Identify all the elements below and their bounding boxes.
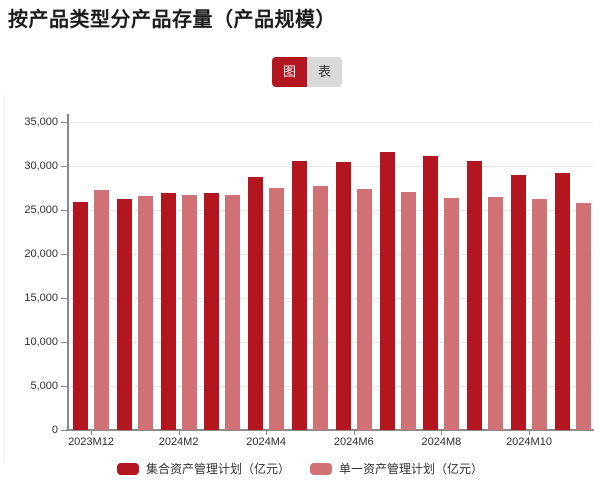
bar-series1-2024M7[interactable] [379, 151, 395, 430]
y-axis-tick [61, 166, 67, 167]
gridline [68, 386, 593, 387]
x-axis-label: 2023M12 [68, 436, 114, 448]
x-axis-tick [353, 431, 355, 435]
y-axis-tick [61, 298, 67, 299]
bar-series1-2024M8[interactable] [423, 155, 439, 430]
gridline [68, 122, 593, 123]
y-axis-label: 25,000 [24, 204, 58, 216]
x-axis-label: 2024M10 [506, 436, 552, 448]
gridline [68, 210, 593, 211]
y-axis-label: 5,000 [30, 380, 58, 392]
x-axis-tick [91, 431, 92, 435]
bar-series1-2024M5[interactable] [292, 160, 307, 430]
x-axis-tick [266, 431, 268, 435]
gridline [68, 298, 593, 299]
y-axis-tick [61, 430, 67, 431]
y-axis-tick [61, 386, 67, 387]
y-axis-label: 10,000 [24, 336, 58, 348]
bar-series2-2024M3[interactable] [225, 195, 241, 430]
y-axis-line [67, 114, 69, 430]
bar-series2-2024M8[interactable] [444, 198, 460, 430]
y-axis-label: 30,000 [24, 160, 58, 172]
bar-series1-2023M12[interactable] [73, 201, 88, 430]
x-axis-line [66, 429, 594, 431]
y-axis-label: 20,000 [24, 248, 58, 260]
bar-series2-2024M5[interactable] [313, 186, 328, 430]
x-axis-tick [178, 431, 180, 435]
legend-swatch-icon [310, 462, 332, 475]
y-axis-tick [61, 122, 67, 123]
bar-series1-2024M10[interactable] [511, 174, 526, 430]
x-axis-label: 2024M6 [333, 436, 374, 448]
bar-series1-2024M1[interactable] [116, 199, 132, 430]
left-divider [4, 95, 5, 463]
bar-series2-2024M2[interactable] [181, 195, 197, 430]
page-title: 按产品类型分产品存量（产品规模） [8, 9, 336, 31]
chart-view-button[interactable]: 图 [272, 57, 307, 87]
plot-area [68, 122, 593, 430]
legend-item-series2[interactable]: 单一资产管理计划（亿元） [310, 460, 483, 477]
bar-series1-2024M9[interactable] [467, 160, 483, 430]
y-axis-tick [61, 342, 67, 343]
legend-label: 单一资产管理计划（亿元） [339, 462, 484, 476]
gridline [68, 342, 593, 343]
gridline [68, 254, 593, 255]
y-axis-tick [61, 210, 67, 211]
bar-series2-2024M9[interactable] [488, 197, 504, 430]
legend-label: 集合资产管理计划（亿元） [145, 462, 290, 476]
bar-series2-2024M6[interactable] [356, 188, 372, 430]
legend-item-series1[interactable]: 集合资产管理计划（亿元） [116, 460, 290, 477]
x-axis-tick [441, 431, 443, 435]
bar-series1-2024M3[interactable] [204, 192, 220, 430]
bar-series2-2024M7[interactable] [400, 192, 416, 430]
x-axis-label: 2024M4 [246, 436, 287, 448]
bar-series2-2024M1[interactable] [137, 196, 153, 430]
x-axis-tick [529, 431, 530, 435]
bar-series1-2024M6[interactable] [335, 162, 351, 430]
bar-series2-2024M10[interactable] [532, 199, 547, 430]
bar-series2-2024M11[interactable] [575, 203, 591, 430]
bar-series1-2024M4[interactable] [248, 176, 264, 430]
bar-series2-2024M4[interactable] [269, 187, 285, 430]
legend-swatch-icon [116, 462, 139, 475]
y-axis-label: 35,000 [24, 116, 58, 128]
chart-legend: 集合资产管理计划（亿元） 单一资产管理计划（亿元） [0, 460, 600, 477]
x-axis-label: 2024M2 [158, 436, 199, 448]
bar-series1-2024M2[interactable] [160, 193, 176, 430]
view-toggle: 图 表 [272, 57, 342, 87]
table-view-button[interactable]: 表 [307, 57, 342, 87]
y-axis-label: 0 [51, 424, 58, 436]
bar-chart: 0 5,000 10,000 15,000 20,000 25,000 30,000 35,0… [0, 110, 600, 455]
bar-series2-2023M12[interactable] [94, 190, 109, 430]
x-axis-label: 2024M8 [421, 436, 462, 448]
gridline [68, 166, 593, 167]
y-axis-label: 15,000 [24, 292, 58, 304]
y-axis-tick [61, 254, 67, 255]
bar-series1-2024M11[interactable] [554, 173, 570, 430]
